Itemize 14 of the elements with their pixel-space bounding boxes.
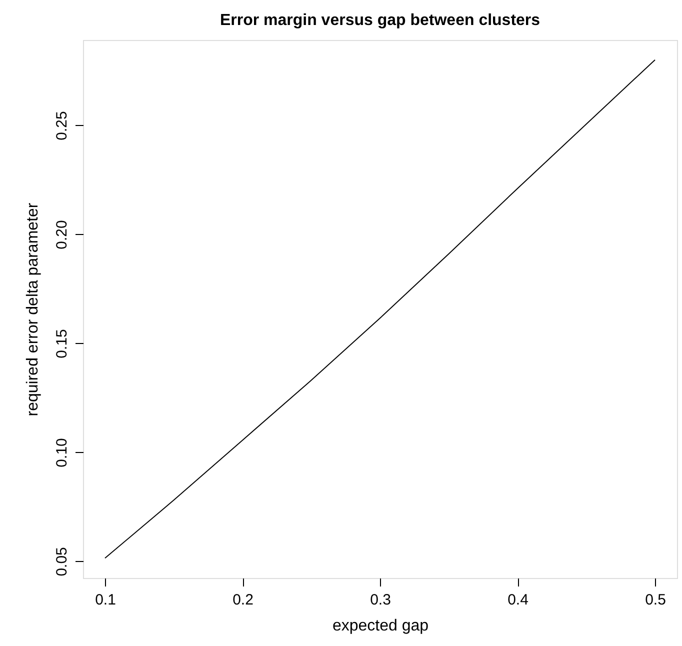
y-tick-label: 0.15 xyxy=(54,329,70,358)
x-tick-label: 0.3 xyxy=(370,592,391,608)
y-tick-label: 0.25 xyxy=(54,111,70,140)
y-tick-label: 0.10 xyxy=(54,438,70,468)
x-axis-title: expected gap xyxy=(332,618,429,634)
x-tick-label: 0.5 xyxy=(645,592,666,608)
y-axis-title: required error delta parameter xyxy=(24,202,42,416)
line-series xyxy=(104,59,656,559)
y-tick-label: 0.20 xyxy=(54,220,70,250)
x-tick-label: 0.4 xyxy=(508,592,528,608)
y-tick-label: 0.05 xyxy=(54,547,70,576)
x-tick-label: 0.1 xyxy=(95,592,116,608)
chart-title: Error margin versus gap between clusters xyxy=(220,12,540,29)
x-tick-label: 0.2 xyxy=(232,592,254,608)
